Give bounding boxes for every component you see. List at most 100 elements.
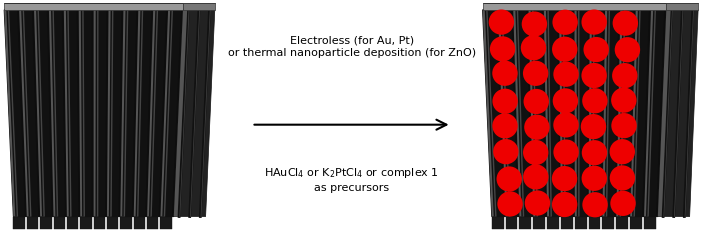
Polygon shape bbox=[634, 10, 641, 216]
Polygon shape bbox=[174, 10, 187, 216]
Polygon shape bbox=[575, 216, 587, 229]
Ellipse shape bbox=[525, 190, 550, 216]
Polygon shape bbox=[630, 10, 640, 216]
Polygon shape bbox=[483, 3, 666, 10]
Ellipse shape bbox=[554, 62, 578, 87]
Polygon shape bbox=[513, 10, 523, 216]
Polygon shape bbox=[632, 10, 649, 216]
Text: Electroless (for Au, Pt)
or thermal nanoparticle deposition (for ZnO): Electroless (for Au, Pt) or thermal nano… bbox=[228, 35, 476, 58]
Ellipse shape bbox=[497, 191, 523, 217]
Polygon shape bbox=[498, 10, 510, 216]
Polygon shape bbox=[617, 10, 624, 216]
Ellipse shape bbox=[611, 88, 636, 113]
Polygon shape bbox=[617, 216, 628, 229]
Polygon shape bbox=[590, 10, 603, 216]
Polygon shape bbox=[21, 10, 38, 216]
Ellipse shape bbox=[610, 191, 636, 216]
Polygon shape bbox=[644, 10, 656, 216]
Polygon shape bbox=[34, 10, 44, 216]
Polygon shape bbox=[13, 216, 25, 229]
Polygon shape bbox=[606, 10, 610, 216]
Ellipse shape bbox=[553, 112, 578, 137]
Polygon shape bbox=[547, 216, 559, 229]
Polygon shape bbox=[81, 10, 92, 216]
Polygon shape bbox=[588, 10, 594, 216]
Ellipse shape bbox=[496, 166, 522, 192]
Polygon shape bbox=[630, 216, 642, 229]
Polygon shape bbox=[501, 10, 510, 216]
Polygon shape bbox=[164, 10, 173, 216]
Ellipse shape bbox=[492, 113, 518, 138]
Polygon shape bbox=[66, 10, 79, 216]
Polygon shape bbox=[54, 216, 65, 229]
Polygon shape bbox=[647, 10, 656, 216]
Ellipse shape bbox=[610, 139, 635, 164]
Ellipse shape bbox=[523, 89, 549, 114]
Polygon shape bbox=[603, 10, 610, 216]
Polygon shape bbox=[500, 10, 518, 216]
Polygon shape bbox=[559, 10, 565, 216]
Polygon shape bbox=[109, 10, 121, 216]
Polygon shape bbox=[97, 10, 98, 216]
Polygon shape bbox=[38, 10, 45, 216]
Polygon shape bbox=[492, 216, 503, 229]
Polygon shape bbox=[544, 10, 551, 216]
Ellipse shape bbox=[524, 115, 549, 140]
Polygon shape bbox=[603, 216, 615, 229]
Polygon shape bbox=[107, 216, 118, 229]
Polygon shape bbox=[515, 10, 532, 216]
Polygon shape bbox=[82, 10, 85, 216]
Ellipse shape bbox=[612, 63, 637, 88]
Polygon shape bbox=[136, 10, 151, 216]
Polygon shape bbox=[618, 10, 634, 216]
Polygon shape bbox=[93, 10, 98, 216]
Ellipse shape bbox=[610, 165, 635, 191]
Polygon shape bbox=[563, 10, 566, 216]
Polygon shape bbox=[110, 10, 113, 216]
Ellipse shape bbox=[615, 37, 640, 62]
Polygon shape bbox=[67, 10, 72, 216]
Ellipse shape bbox=[582, 192, 607, 217]
Polygon shape bbox=[483, 10, 666, 216]
Polygon shape bbox=[120, 216, 132, 229]
Polygon shape bbox=[93, 216, 105, 229]
Polygon shape bbox=[485, 10, 503, 216]
Polygon shape bbox=[4, 10, 183, 216]
Polygon shape bbox=[162, 10, 181, 216]
Ellipse shape bbox=[523, 140, 549, 165]
Ellipse shape bbox=[582, 140, 607, 165]
Polygon shape bbox=[506, 216, 518, 229]
Polygon shape bbox=[183, 3, 215, 10]
Polygon shape bbox=[666, 3, 698, 10]
Polygon shape bbox=[533, 216, 545, 229]
Polygon shape bbox=[122, 10, 136, 216]
Polygon shape bbox=[40, 216, 52, 229]
Polygon shape bbox=[561, 216, 573, 229]
Ellipse shape bbox=[490, 36, 515, 61]
Polygon shape bbox=[150, 10, 158, 216]
Ellipse shape bbox=[552, 192, 577, 217]
Polygon shape bbox=[4, 10, 17, 216]
Polygon shape bbox=[79, 10, 84, 216]
Polygon shape bbox=[174, 10, 215, 216]
Polygon shape bbox=[578, 10, 580, 216]
Polygon shape bbox=[124, 10, 128, 216]
Polygon shape bbox=[658, 10, 670, 216]
Polygon shape bbox=[23, 10, 31, 216]
Polygon shape bbox=[52, 10, 58, 216]
Polygon shape bbox=[532, 10, 538, 216]
Polygon shape bbox=[546, 10, 559, 216]
Polygon shape bbox=[529, 10, 537, 216]
Ellipse shape bbox=[581, 63, 607, 88]
Polygon shape bbox=[51, 10, 65, 216]
Ellipse shape bbox=[583, 37, 609, 62]
Ellipse shape bbox=[553, 88, 578, 114]
Polygon shape bbox=[483, 10, 496, 216]
Polygon shape bbox=[574, 10, 578, 216]
Ellipse shape bbox=[492, 89, 518, 114]
Polygon shape bbox=[547, 10, 552, 216]
Polygon shape bbox=[161, 216, 172, 229]
Ellipse shape bbox=[611, 113, 636, 138]
Ellipse shape bbox=[523, 61, 549, 86]
Polygon shape bbox=[646, 10, 664, 216]
